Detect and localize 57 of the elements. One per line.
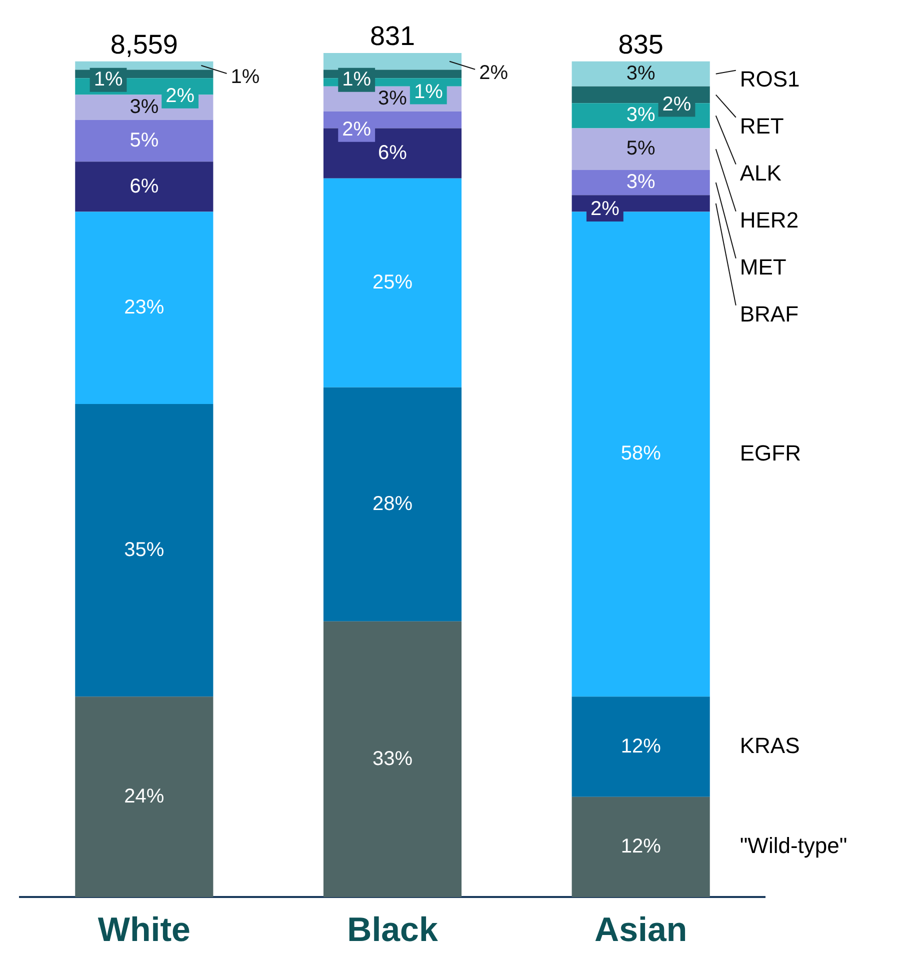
bar xyxy=(75,696,214,898)
text: ALK xyxy=(740,160,782,186)
series-label: KRAS xyxy=(740,732,800,758)
text: MET xyxy=(740,254,786,280)
x-tick-label: Asian xyxy=(594,910,688,949)
series-label: ROS1 xyxy=(740,66,800,92)
data-label: 2% xyxy=(662,93,692,116)
data-label: 58% xyxy=(620,442,662,465)
data-label: 1% xyxy=(230,66,260,88)
data-label: 2% xyxy=(590,198,620,220)
bar xyxy=(75,162,214,212)
x-tick-label: White xyxy=(98,910,190,949)
data-label: 5% xyxy=(130,129,159,152)
text: 831 xyxy=(370,20,416,51)
data-label: 5% xyxy=(626,138,656,160)
data-label: 6% xyxy=(130,175,159,198)
data-label: 2% xyxy=(342,118,372,140)
data-label: 3% xyxy=(626,171,656,194)
bar xyxy=(572,61,710,86)
bar xyxy=(75,120,214,162)
data-label: 3% xyxy=(626,104,656,126)
bar xyxy=(572,128,710,170)
data-label: 12% xyxy=(620,735,662,758)
data-label: 6% xyxy=(378,142,408,164)
bar xyxy=(323,178,462,388)
bar xyxy=(75,404,214,697)
bar xyxy=(323,53,462,70)
series-label: "Wild-type" xyxy=(740,833,848,858)
annotation: 835 xyxy=(618,29,664,60)
data-label: 2% xyxy=(166,84,195,107)
bar xyxy=(75,212,214,404)
data-label: 28% xyxy=(372,492,413,515)
bar xyxy=(572,696,710,797)
text: HER2 xyxy=(740,207,799,232)
x-tick-label: Black xyxy=(347,910,438,949)
data-label: 1% xyxy=(414,80,444,103)
bar xyxy=(323,621,462,898)
series-label: EGFR xyxy=(740,440,801,466)
text: BRAF xyxy=(740,301,799,326)
bar xyxy=(75,61,214,70)
data-label: 1% xyxy=(94,68,123,90)
bar xyxy=(572,170,710,196)
bar xyxy=(572,796,710,898)
data-label: 23% xyxy=(124,296,164,318)
data-label: 3% xyxy=(130,96,159,118)
series-label: RET xyxy=(740,113,784,138)
data-label: 2% xyxy=(479,62,508,84)
data-label: 24% xyxy=(124,785,164,808)
data-label: 25% xyxy=(372,271,413,294)
annotation: 8,559 xyxy=(110,29,178,60)
data-label: 3% xyxy=(378,87,408,110)
data-label: 35% xyxy=(124,538,164,561)
data-label: 33% xyxy=(372,748,413,770)
bar xyxy=(323,387,462,622)
data-label: 12% xyxy=(620,836,662,858)
data-label: 3% xyxy=(626,62,656,84)
data-label: 1% xyxy=(342,68,372,90)
